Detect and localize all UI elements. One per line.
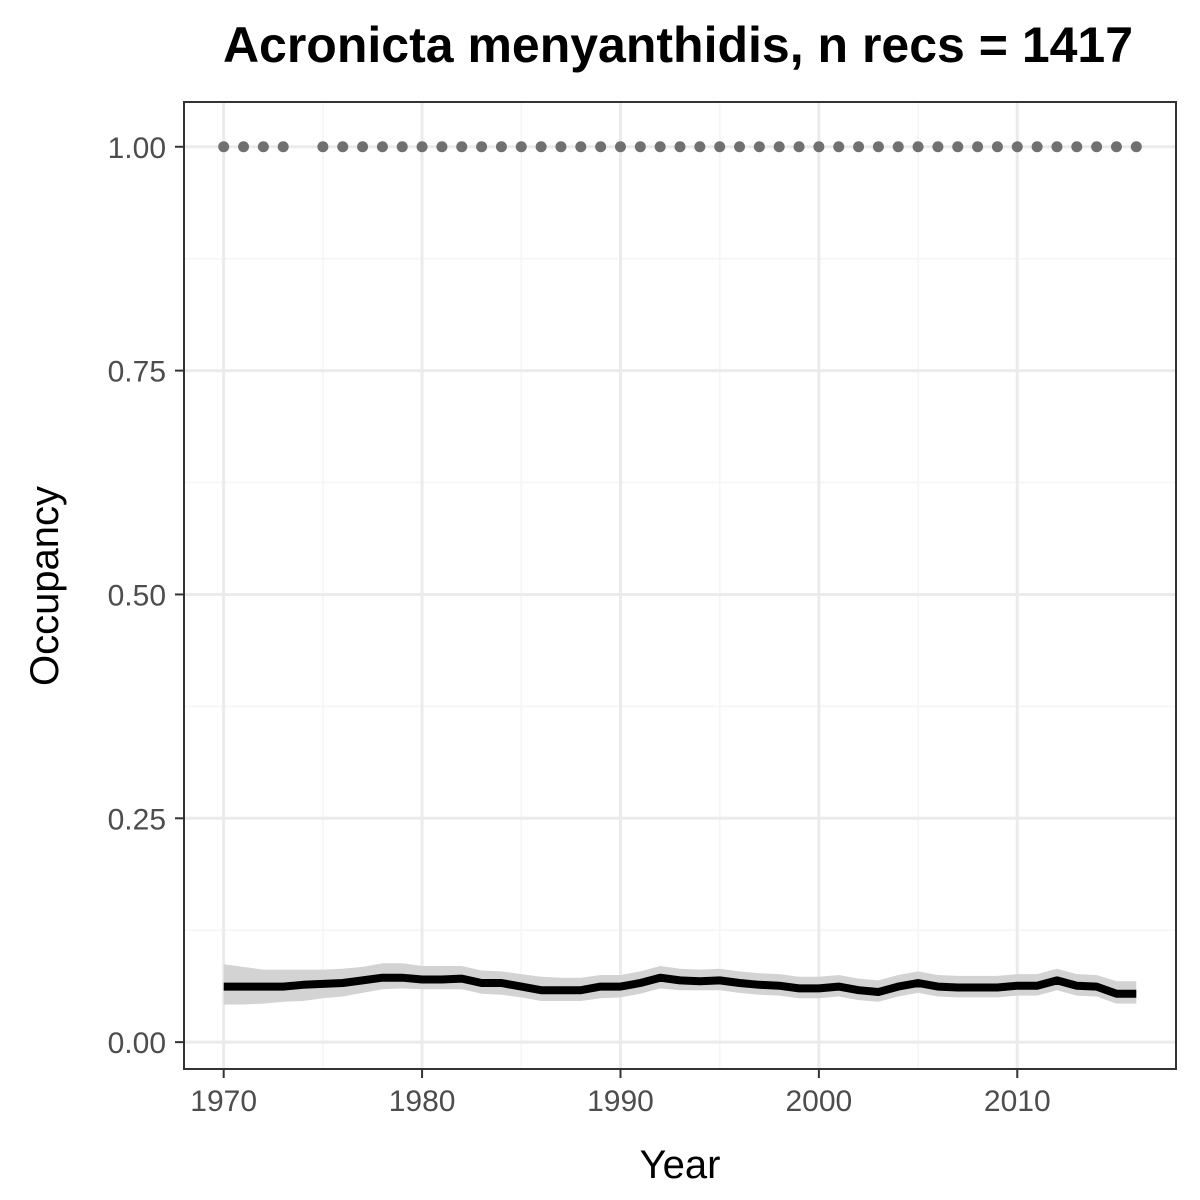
x-tick-label: 2000 — [786, 1085, 853, 1118]
observed-point — [376, 141, 388, 153]
observed-point — [515, 141, 527, 153]
observed-point — [277, 141, 289, 153]
observed-point — [257, 141, 269, 153]
observed-point — [1130, 141, 1142, 153]
observed-point — [575, 141, 587, 153]
observed-point — [357, 141, 369, 153]
observed-point — [1110, 141, 1122, 153]
observed-point — [853, 141, 865, 153]
occupancy-line — [223, 973, 1137, 998]
y-tick-label: 0.75 — [108, 356, 166, 389]
y-tick-label: 1.00 — [108, 132, 166, 165]
observed-point — [813, 141, 825, 153]
observed-point — [337, 141, 349, 153]
observed-point — [1051, 141, 1063, 153]
observed-point — [952, 141, 964, 153]
observed-point — [773, 141, 785, 153]
x-axis-title: Year — [640, 1143, 721, 1187]
observed-point — [972, 141, 984, 153]
x-tick-label: 2010 — [984, 1085, 1051, 1118]
occupancy-line-layer — [223, 973, 1137, 998]
observed-point — [495, 141, 507, 153]
observed-point — [476, 141, 488, 153]
observed-point — [396, 141, 408, 153]
y-axis-title: Occupancy — [23, 486, 67, 686]
observed-point — [694, 141, 706, 153]
observed-point — [1031, 141, 1043, 153]
observed-point — [991, 141, 1003, 153]
observed-point — [734, 141, 746, 153]
observed-point — [753, 141, 765, 153]
observed-point — [535, 141, 547, 153]
observed-point — [793, 141, 805, 153]
x-axis: 1970 1980 1990 2000 2010 — [190, 1069, 1051, 1118]
chart-title: Acronicta menyanthidis, n recs = 1417 — [223, 17, 1133, 73]
observed-point — [833, 141, 845, 153]
grid — [184, 102, 1176, 1069]
observed-point — [674, 141, 686, 153]
y-tick-label: 0.00 — [108, 1027, 166, 1060]
observed-point — [456, 141, 468, 153]
observed-point — [555, 141, 567, 153]
x-tick-label: 1970 — [190, 1085, 257, 1118]
observed-points-layer — [218, 141, 1142, 153]
observed-point — [912, 141, 924, 153]
observed-point — [1071, 141, 1083, 153]
observed-point — [892, 141, 904, 153]
panel-border — [183, 101, 1177, 1070]
observed-point — [654, 141, 666, 153]
observed-point — [932, 141, 944, 153]
observed-point — [416, 141, 428, 153]
observed-point — [714, 141, 726, 153]
observed-point — [317, 141, 329, 153]
observed-point — [238, 141, 250, 153]
observed-point — [595, 141, 607, 153]
y-tick-label: 0.25 — [108, 803, 166, 836]
y-axis: 0.00 0.25 0.50 0.75 1.00 — [108, 132, 184, 1060]
observed-point — [872, 141, 884, 153]
y-tick-label: 0.50 — [108, 579, 166, 612]
observed-point — [218, 141, 230, 153]
observed-point — [1011, 141, 1023, 153]
observed-point — [614, 141, 626, 153]
observed-point — [436, 141, 448, 153]
x-tick-label: 1990 — [587, 1085, 654, 1118]
x-tick-label: 1980 — [389, 1085, 456, 1118]
observed-point — [1091, 141, 1103, 153]
observed-point — [634, 141, 646, 153]
